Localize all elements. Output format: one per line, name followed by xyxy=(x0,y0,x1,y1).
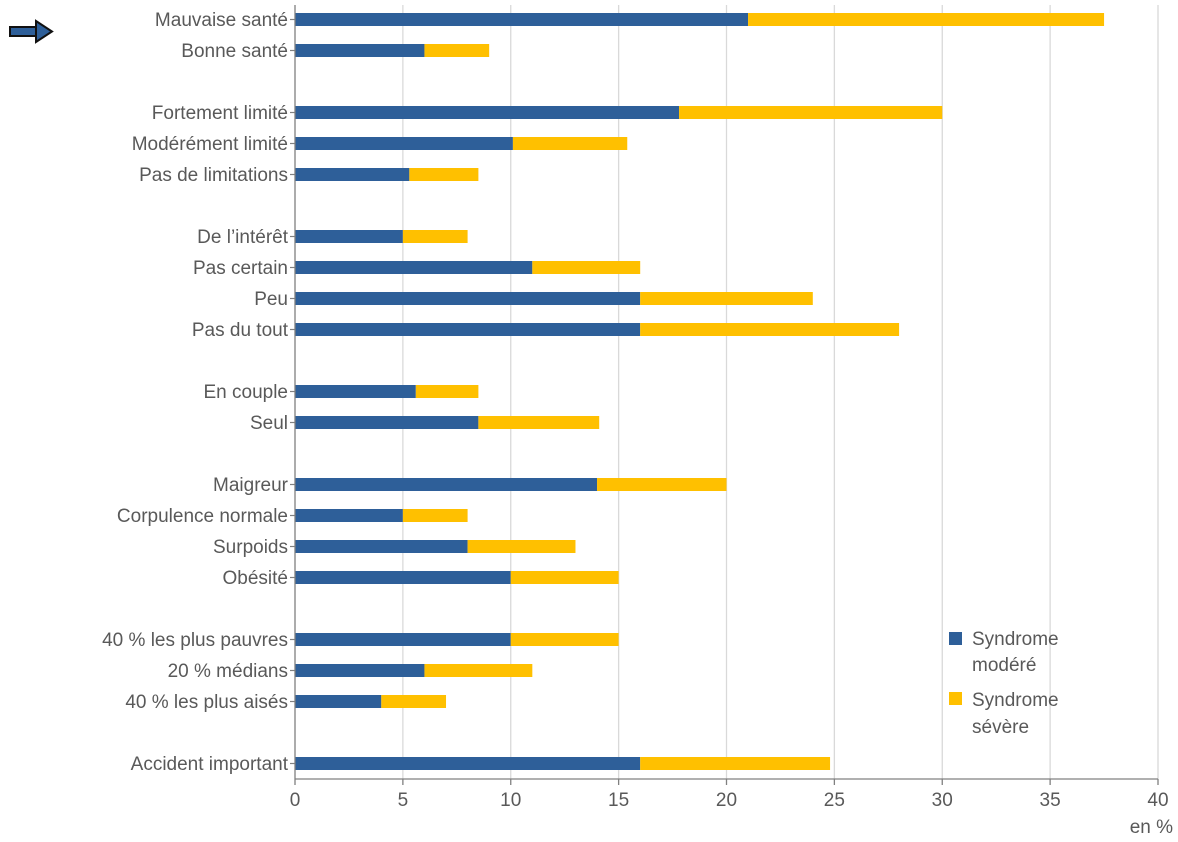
bar-segment-modere xyxy=(295,168,410,181)
bar-segment-modere xyxy=(295,571,511,584)
bar-segment-severe xyxy=(415,385,479,398)
bar-segment-modere xyxy=(295,44,425,57)
legend-swatch-severe xyxy=(949,692,962,705)
bar-segment-severe xyxy=(510,571,619,584)
bar-segment-severe xyxy=(381,695,447,708)
bar-segment-modere xyxy=(295,757,641,770)
x-tick-label: 30 xyxy=(932,790,953,811)
bar-segment-severe xyxy=(402,230,468,243)
x-tick-label: 35 xyxy=(1040,790,1061,811)
category-label: 40 % les plus pauvres xyxy=(102,630,288,651)
category-label: De l’intérêt xyxy=(197,227,289,248)
bar-segment-severe xyxy=(467,540,576,553)
arrow-right-icon xyxy=(9,19,54,44)
gridlines xyxy=(402,5,1159,779)
category-label: Mauvaise santé xyxy=(155,10,288,31)
bar-segment-severe xyxy=(409,168,479,181)
bar-segment-severe xyxy=(679,106,943,119)
legend-swatch-modere xyxy=(949,632,962,645)
category-labels: Mauvaise santé Bonne santé Fortement limit… xyxy=(102,10,289,775)
category-label: Seul xyxy=(250,413,288,434)
bar-segment-modere xyxy=(295,13,749,26)
category-label: Modérément limité xyxy=(132,134,288,155)
x-tick-label: 20 xyxy=(716,790,737,811)
category-label: 40 % les plus aisés xyxy=(125,692,288,713)
bar-segment-modere xyxy=(295,292,641,305)
x-tick-label: 10 xyxy=(500,790,521,811)
bar-segment-modere xyxy=(295,695,382,708)
x-tick-label: 15 xyxy=(608,790,629,811)
legend-label: Syndrome xyxy=(972,690,1059,711)
bar-segment-modere xyxy=(295,137,513,150)
legend: Syndrome modéré Syndrome sévère xyxy=(949,629,1059,738)
category-label: Peu xyxy=(254,289,288,310)
bar-segment-severe xyxy=(512,137,628,150)
bar-segment-modere xyxy=(295,540,468,553)
x-tick-label: 5 xyxy=(398,790,409,811)
category-label: 20 % médians xyxy=(168,661,288,682)
bar-segment-severe xyxy=(424,44,490,57)
bar-segment-severe xyxy=(532,261,641,274)
bars xyxy=(295,13,1105,770)
bar-segment-severe xyxy=(424,664,533,677)
category-label: Pas certain xyxy=(193,258,288,279)
category-label: Bonne santé xyxy=(181,41,288,62)
bar-segment-severe xyxy=(640,292,813,305)
bar-segment-severe xyxy=(478,416,600,429)
category-label: Fortement limité xyxy=(152,103,288,124)
bar-segment-modere xyxy=(295,385,416,398)
bar-segment-severe xyxy=(640,323,900,336)
category-label: Pas du tout xyxy=(192,320,289,341)
bar-segment-modere xyxy=(295,106,680,119)
bar-segment-severe xyxy=(510,633,619,646)
bar-segment-modere xyxy=(295,230,403,243)
legend-label: Syndrome xyxy=(972,629,1059,650)
category-label: Maigreur xyxy=(213,475,289,496)
x-tick-label: 25 xyxy=(824,790,845,811)
legend-label: modéré xyxy=(972,655,1036,676)
category-label: Pas de limitations xyxy=(139,165,288,186)
category-label: Obésité xyxy=(223,568,288,589)
bar-segment-modere xyxy=(295,509,403,522)
bar-segment-severe xyxy=(402,509,468,522)
category-label: Surpoids xyxy=(213,537,288,558)
tick-labels: 0 5 10 15 20 25 30 35 40 xyxy=(290,790,1169,811)
category-label: Accident important xyxy=(131,754,289,775)
x-axis-unit: en % xyxy=(1130,817,1173,837)
bar-segment-modere xyxy=(295,478,598,491)
bar-segment-modere xyxy=(295,261,533,274)
bar-segment-severe xyxy=(748,13,1105,26)
legend-label: sévère xyxy=(972,717,1029,738)
axes xyxy=(290,5,1159,785)
bar-segment-modere xyxy=(295,416,479,429)
bar-segment-severe xyxy=(597,478,727,491)
category-label: En couple xyxy=(203,382,288,403)
bar-segment-modere xyxy=(295,323,641,336)
x-tick-label: 40 xyxy=(1147,790,1168,811)
x-tick-label: 0 xyxy=(290,790,301,811)
category-label: Corpulence normale xyxy=(117,506,288,527)
bar-segment-severe xyxy=(640,757,831,770)
bar-segment-modere xyxy=(295,664,425,677)
bar-segment-modere xyxy=(295,633,511,646)
